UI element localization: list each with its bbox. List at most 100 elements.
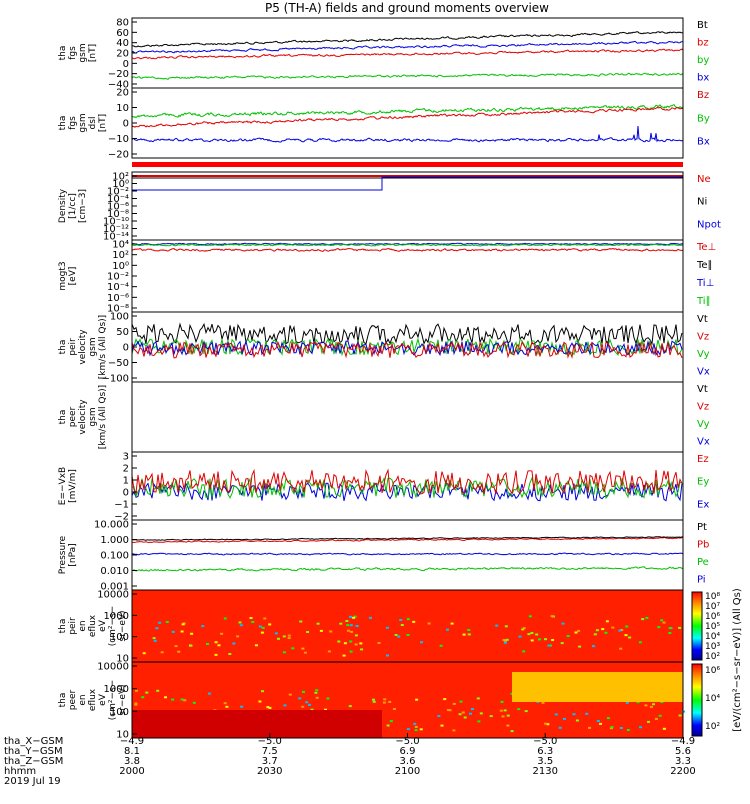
trace-vz — [131, 340, 683, 359]
spectrogram-cell — [164, 696, 167, 699]
spectrogram-cell — [343, 642, 347, 645]
y-tick-label: 1.000 — [100, 535, 129, 546]
legend-entry: Te∥ — [696, 260, 713, 271]
spectrogram-cell — [446, 628, 449, 631]
spectrogram-cell — [502, 639, 506, 641]
y-axis-title-line: peir — [68, 617, 78, 635]
y-tick-label: 0 — [123, 59, 129, 70]
axis-row-label: tha_X−GSM — [4, 736, 63, 747]
y-tick-label: 20 — [116, 49, 129, 60]
trace-pe — [131, 566, 684, 572]
spectrogram-cell — [142, 652, 146, 655]
spectrogram-cell — [190, 632, 194, 635]
y-tick-label: 10⁻¹⁰ — [103, 217, 129, 228]
colorbar-tick: 10⁶ — [705, 612, 720, 622]
spectrogram-cell — [346, 629, 350, 632]
y-axis-title-line: en — [78, 620, 88, 631]
spectrogram-cell — [153, 639, 157, 642]
spectrogram-cell — [386, 654, 389, 657]
y-tick-label: 20 — [116, 88, 129, 99]
legend-entry: Vt — [697, 314, 708, 325]
spectrogram-cell — [239, 624, 243, 627]
spectrogram-cell — [452, 702, 456, 705]
x-tick-label: −4.9 — [120, 736, 144, 747]
legend-entry: Pb — [697, 540, 709, 551]
spectrogram-cell — [342, 654, 346, 657]
spectrogram-cell — [678, 626, 682, 629]
spectrogram-cell — [577, 629, 581, 632]
y-tick-label: −20 — [108, 150, 129, 161]
y-tick-label: 10000 — [97, 662, 129, 673]
legend-entry: Pe — [697, 557, 709, 568]
y-tick-label: 10² — [112, 250, 129, 261]
spectrogram-cell — [174, 645, 178, 648]
y-axis-title-line: gsm — [88, 337, 98, 356]
x-tick-label: 3.7 — [262, 756, 278, 767]
spectrogram-cell — [649, 705, 653, 708]
y-tick-label: 10⁻⁸ — [107, 304, 129, 315]
y-axis-title-line: en — [78, 694, 88, 705]
spectrogram-cell — [406, 728, 410, 731]
spectrogram-cell — [303, 651, 307, 654]
spectrogram-cell — [302, 690, 305, 693]
panel-frame — [131, 381, 684, 453]
y-axis-title-line: Density — [58, 188, 68, 223]
spectrogram-cell — [326, 697, 330, 700]
colorbar-tick: 10⁴ — [705, 632, 720, 642]
spectrogram-cell — [467, 629, 471, 631]
legend-entry: bx — [697, 73, 709, 84]
spectrogram-cell — [446, 709, 450, 711]
y-axis-title-line: (cm²−s− — [108, 606, 118, 647]
spectrogram-cell — [305, 701, 309, 704]
spectrogram-cell — [551, 639, 555, 641]
spectrogram-cell — [316, 622, 320, 625]
spectrogram-cell — [397, 635, 401, 638]
y-tick-label: −20 — [108, 69, 129, 80]
legend-entry: bz — [697, 38, 709, 49]
y-axis-title: E=−VxB [mV/m] — [58, 467, 78, 505]
spectrogram-cell — [596, 720, 600, 722]
trace-pt — [131, 536, 684, 541]
spectrogram-cell — [258, 700, 262, 703]
y-tick-label: −10 — [108, 134, 129, 145]
spectrogram-cell — [386, 724, 390, 727]
y-tick-label: 1 — [123, 476, 129, 487]
spectrogram-cell — [263, 617, 267, 620]
spectrogram-cell — [223, 702, 227, 705]
colorbar-upper — [691, 591, 703, 661]
spectrogram-cell — [288, 693, 292, 696]
y-axis-title-line: tha — [58, 693, 68, 708]
spectrogram-cell — [558, 726, 562, 729]
spectrogram-cell — [605, 620, 609, 623]
spectrogram-cell — [448, 709, 452, 712]
legend-entry: Ey — [697, 477, 709, 488]
spectrogram-cell — [225, 705, 229, 708]
panel-frame — [131, 171, 684, 241]
colorbar-tick: 10⁷ — [705, 602, 720, 612]
trace-ez — [131, 468, 683, 495]
spectrogram-cell — [522, 627, 526, 630]
spectrogram-cell — [562, 717, 566, 720]
x-tick-label: 2030 — [257, 766, 282, 777]
y-axis-title: Density [1/cc] [cm−3] — [58, 188, 88, 223]
spectrogram-cell — [392, 708, 396, 710]
spectrogram-cell — [544, 722, 548, 725]
spectrogram-cell — [604, 631, 608, 634]
panel-2: 20 10 0 −10 −20 tha fgs gsm dsl [nT] Bz By Bx — [58, 87, 710, 161]
spectrogram-cell — [628, 636, 632, 639]
y-axis-title-line: gsm — [78, 113, 88, 132]
spectrogram-cell — [348, 705, 352, 708]
spectrogram-cell — [566, 635, 570, 638]
spectrogram-cell — [134, 703, 138, 706]
spectrogram-cell — [506, 714, 510, 717]
spectrogram-cell — [610, 726, 614, 729]
spectrogram-cell — [352, 616, 356, 619]
y-tick-label: 100 — [110, 632, 129, 643]
spectrogram-cell — [372, 700, 376, 703]
spectrogram-cell — [400, 624, 404, 626]
y-axis-title: tha peer en eflux eV (cm²−s− sr−eV) — [58, 680, 128, 721]
legend-entry: By — [697, 113, 710, 124]
spectrogram-cell — [315, 696, 319, 699]
y-axis-title-line: fgs — [68, 46, 78, 60]
